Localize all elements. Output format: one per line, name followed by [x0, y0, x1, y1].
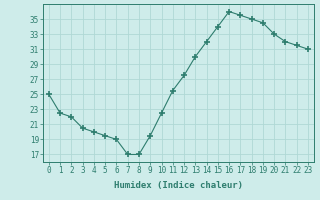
- X-axis label: Humidex (Indice chaleur): Humidex (Indice chaleur): [114, 181, 243, 190]
